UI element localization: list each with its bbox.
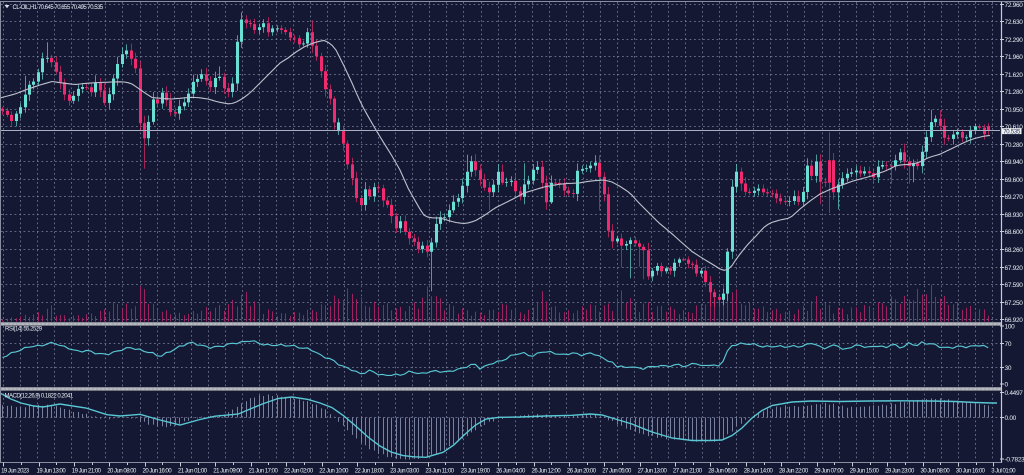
svg-text:70.280: 70.280 [1005, 142, 1024, 149]
svg-text:28 Jun 14:00: 28 Jun 14:00 [744, 469, 774, 475]
svg-text:19 Jun 21:00: 19 Jun 21:00 [72, 469, 102, 475]
svg-text:28 Jun 22:00: 28 Jun 22:00 [779, 469, 809, 475]
svg-text:28 Jun 06:00: 28 Jun 06:00 [708, 469, 738, 475]
svg-text:20 Jun 08:00: 20 Jun 08:00 [107, 469, 137, 475]
svg-text:27 Jun 05:00: 27 Jun 05:00 [602, 469, 632, 475]
svg-text:3 Jul 01:00: 3 Jul 01:00 [991, 469, 1016, 475]
svg-text:70.535: 70.535 [1003, 129, 1021, 135]
svg-text:23 Jun 03:00: 23 Jun 03:00 [390, 469, 420, 475]
svg-text:23 Jun 11:00: 23 Jun 11:00 [425, 469, 454, 475]
svg-text:71.280: 71.280 [1005, 89, 1024, 96]
svg-text:70.950: 70.950 [1005, 107, 1024, 114]
svg-text:21 Jun 01:00: 21 Jun 01:00 [178, 469, 208, 475]
svg-text:0: 0 [1005, 381, 1009, 388]
svg-text:21 Jun 17:00: 21 Jun 17:00 [249, 469, 279, 475]
svg-text:30 Jun 08:00: 30 Jun 08:00 [921, 469, 951, 475]
svg-text:19 Jun 2023: 19 Jun 2023 [1, 469, 30, 475]
svg-text:67.920: 67.920 [1005, 265, 1024, 272]
svg-text:72.960: 72.960 [1005, 2, 1024, 9]
svg-text:27 Jun 13:00: 27 Jun 13:00 [638, 469, 668, 475]
svg-text:29 Jun 07:00: 29 Jun 07:00 [814, 469, 844, 475]
svg-text:19 Jun 13:00: 19 Jun 13:00 [37, 469, 67, 475]
svg-text:66.920: 66.920 [1005, 317, 1024, 324]
svg-text:69.940: 69.940 [1005, 159, 1024, 166]
svg-text:68.600: 68.600 [1005, 229, 1024, 236]
svg-text:21 Jun 09:00: 21 Jun 09:00 [213, 469, 243, 475]
svg-text:71.960: 71.960 [1005, 54, 1024, 61]
svg-text:20 Jun 16:00: 20 Jun 16:00 [143, 469, 173, 475]
svg-text:68.930: 68.930 [1005, 212, 1024, 219]
svg-text:22 Jun 10:00: 22 Jun 10:00 [319, 469, 349, 475]
svg-text:71.620: 71.620 [1005, 72, 1024, 79]
svg-text:67.250: 67.250 [1005, 300, 1024, 307]
svg-text:CL-OIL,H1 70.645 70.655 70.49: CL-OIL,H1 70.645 70.655 70.495 70.535 [13, 5, 104, 11]
svg-text:29 Jun 23:00: 29 Jun 23:00 [885, 469, 915, 475]
svg-text:70: 70 [1005, 341, 1012, 348]
svg-text:72.630: 72.630 [1005, 19, 1024, 26]
svg-text:67.590: 67.590 [1005, 282, 1024, 289]
svg-text:22 Jun 02:00: 22 Jun 02:00 [284, 469, 314, 475]
svg-text:68.260: 68.260 [1005, 247, 1024, 254]
svg-text:70.610: 70.610 [1005, 124, 1024, 131]
svg-text:69.270: 69.270 [1005, 194, 1024, 201]
svg-text:0.00: 0.00 [1005, 415, 1017, 422]
svg-text:-0.7823: -0.7823 [1005, 456, 1024, 463]
svg-text:26 Jun 04:00: 26 Jun 04:00 [496, 469, 526, 475]
svg-text:0.4497: 0.4497 [1005, 390, 1024, 397]
svg-text:RSI(14) 55.2529: RSI(14) 55.2529 [5, 327, 43, 333]
svg-text:26 Jun 12:00: 26 Jun 12:00 [532, 469, 562, 475]
svg-text:69.600: 69.600 [1005, 177, 1024, 184]
svg-text:30 Jun 16:00: 30 Jun 16:00 [956, 469, 986, 475]
svg-text:100: 100 [1005, 323, 1016, 330]
svg-text:26 Jun 20:00: 26 Jun 20:00 [567, 469, 597, 475]
svg-text:72.290: 72.290 [1005, 37, 1024, 44]
svg-text:23 Jun 19:00: 23 Jun 19:00 [461, 469, 491, 475]
svg-text:27 Jun 21:00: 27 Jun 21:00 [673, 469, 703, 475]
svg-text:29 Jun 15:00: 29 Jun 15:00 [850, 469, 880, 475]
svg-text:30: 30 [1005, 365, 1012, 372]
svg-text:22 Jun 18:00: 22 Jun 18:00 [355, 469, 385, 475]
svg-text:MACD(12,26,9) 0.1822 0.2041: MACD(12,26,9) 0.1822 0.2041 [5, 394, 74, 400]
